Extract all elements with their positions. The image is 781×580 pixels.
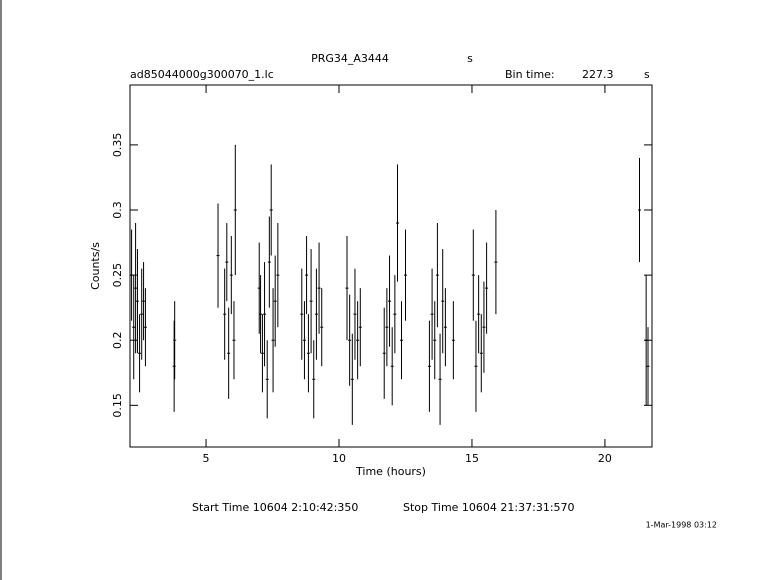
start-time: Start Time 10604 2:10:42:350	[192, 501, 358, 514]
y-tick-label: 0.2	[111, 331, 124, 349]
bin-time-label: Bin time:	[505, 68, 555, 81]
stop-time: Stop Time 10604 21:37:31:570	[403, 501, 575, 514]
y-tick-label: 0.25	[111, 263, 124, 288]
x-tick-label: 10	[332, 452, 346, 465]
y-tick-label: 0.35	[111, 133, 124, 158]
bin-time-unit: s	[644, 68, 650, 81]
y-axis-label: Counts/s	[89, 242, 102, 290]
x-tick-label: 15	[465, 452, 479, 465]
plot-frame	[129, 84, 653, 448]
x-axis-label: Time (hours)	[355, 465, 426, 478]
x-tick-label: 5	[203, 452, 210, 465]
x-tick-label: 20	[598, 452, 612, 465]
y-tick-label: 0.15	[111, 393, 124, 418]
y-tick-label: 0.3	[111, 201, 124, 219]
title-unit: s	[467, 52, 473, 65]
subtitle: ad85044000g300070_1.lc	[130, 68, 274, 81]
bin-time: 227.3	[582, 68, 614, 81]
chart-title: PRG34_A3444	[311, 52, 389, 65]
date-stamp: 1-Mar-1998 03:12	[646, 521, 717, 530]
